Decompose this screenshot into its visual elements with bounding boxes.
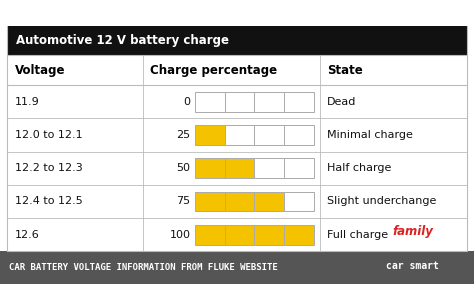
Text: State: State bbox=[328, 64, 363, 77]
Bar bbox=[225, 125, 255, 145]
Text: Half charge: Half charge bbox=[328, 163, 392, 173]
Text: 12.0 to 12.1: 12.0 to 12.1 bbox=[15, 130, 82, 140]
Bar bbox=[284, 158, 314, 178]
Text: 50: 50 bbox=[176, 163, 191, 173]
Bar bbox=[195, 92, 225, 112]
Bar bbox=[7, 55, 467, 251]
Text: Minimal charge: Minimal charge bbox=[328, 130, 413, 140]
Bar bbox=[255, 92, 284, 112]
Text: 0: 0 bbox=[183, 97, 191, 107]
Bar bbox=[284, 191, 314, 212]
Text: 100: 100 bbox=[169, 230, 191, 240]
Bar bbox=[225, 225, 255, 245]
Text: Voltage: Voltage bbox=[15, 64, 65, 77]
Bar bbox=[284, 225, 314, 245]
Text: Full charge: Full charge bbox=[328, 230, 389, 240]
Text: Automotive 12 V battery charge: Automotive 12 V battery charge bbox=[16, 34, 228, 47]
Bar bbox=[284, 92, 314, 112]
Text: car smart: car smart bbox=[386, 261, 439, 271]
Text: 12.4 to 12.5: 12.4 to 12.5 bbox=[15, 197, 82, 206]
Text: CAR BATTERY VOLTAGE INFORMATION FROM FLUKE WEBSITE: CAR BATTERY VOLTAGE INFORMATION FROM FLU… bbox=[9, 263, 278, 272]
Text: Slight underchange: Slight underchange bbox=[328, 197, 437, 206]
Bar bbox=[255, 125, 284, 145]
Text: 25: 25 bbox=[176, 130, 191, 140]
Text: 12.6: 12.6 bbox=[15, 230, 39, 240]
Text: 75: 75 bbox=[176, 197, 191, 206]
Text: family: family bbox=[392, 225, 433, 238]
Bar bbox=[195, 125, 225, 145]
Bar bbox=[225, 191, 255, 212]
Bar bbox=[7, 26, 467, 55]
Bar bbox=[255, 158, 284, 178]
Bar bbox=[0, 251, 474, 284]
Bar bbox=[255, 191, 284, 212]
Bar bbox=[0, 0, 474, 26]
Text: Charge percentage: Charge percentage bbox=[150, 64, 277, 77]
Bar bbox=[225, 92, 255, 112]
Bar bbox=[255, 225, 284, 245]
Bar bbox=[225, 158, 255, 178]
Bar bbox=[195, 191, 225, 212]
Text: 11.9: 11.9 bbox=[15, 97, 39, 107]
Text: Dead: Dead bbox=[328, 97, 357, 107]
Bar bbox=[195, 225, 225, 245]
Text: 12.2 to 12.3: 12.2 to 12.3 bbox=[15, 163, 82, 173]
Bar bbox=[284, 125, 314, 145]
Bar bbox=[195, 158, 225, 178]
Bar bbox=[0, 0, 474, 26]
